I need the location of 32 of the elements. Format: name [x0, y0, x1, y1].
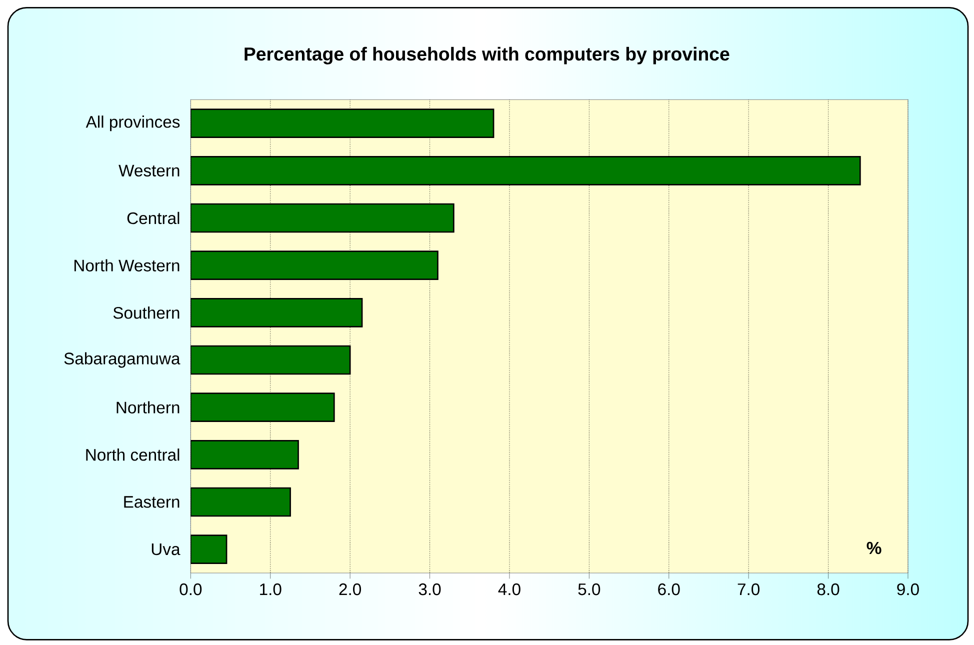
bar: [190, 392, 335, 422]
y-tick-label: Western: [118, 164, 180, 176]
y-tick-label: Central: [127, 212, 180, 224]
bar: [190, 345, 351, 375]
y-tick-label: All provinces: [86, 116, 180, 132]
x-tick-label: 4.0: [498, 583, 520, 596]
bar: [190, 534, 228, 564]
bar: [190, 487, 291, 517]
bar: [190, 298, 363, 328]
y-tick-label: Eastern: [124, 496, 180, 508]
x-tick-label: 1.0: [260, 583, 282, 596]
bar: [190, 440, 299, 470]
x-tick-label: 6.0: [658, 583, 680, 596]
bar: [190, 108, 494, 138]
y-tick-label: Southern: [113, 306, 180, 319]
y-tick-label: Uva: [152, 544, 180, 556]
x-tick-label: 5.0: [578, 583, 600, 596]
x-tick-label: 9.0: [897, 583, 919, 596]
x-tick-label: 0.0: [180, 583, 202, 596]
y-tick-label: North Western: [74, 259, 180, 272]
x-tick-label: 3.0: [418, 583, 441, 596]
x-tick-label: 8.0: [817, 583, 840, 596]
chart-title: Percentage of households with computers by province: [244, 46, 730, 64]
bar: [190, 203, 454, 233]
bar: [190, 250, 438, 280]
x-tick-label: 2.0: [339, 583, 362, 596]
bar: [190, 156, 861, 186]
y-tick-label: North central: [86, 448, 180, 461]
x-tick-label: 7.0: [738, 583, 760, 596]
annotation: %: [866, 542, 882, 554]
y-tick-label: Northern: [116, 401, 180, 414]
y-tick-label: Sabaragamuwa: [64, 352, 180, 368]
